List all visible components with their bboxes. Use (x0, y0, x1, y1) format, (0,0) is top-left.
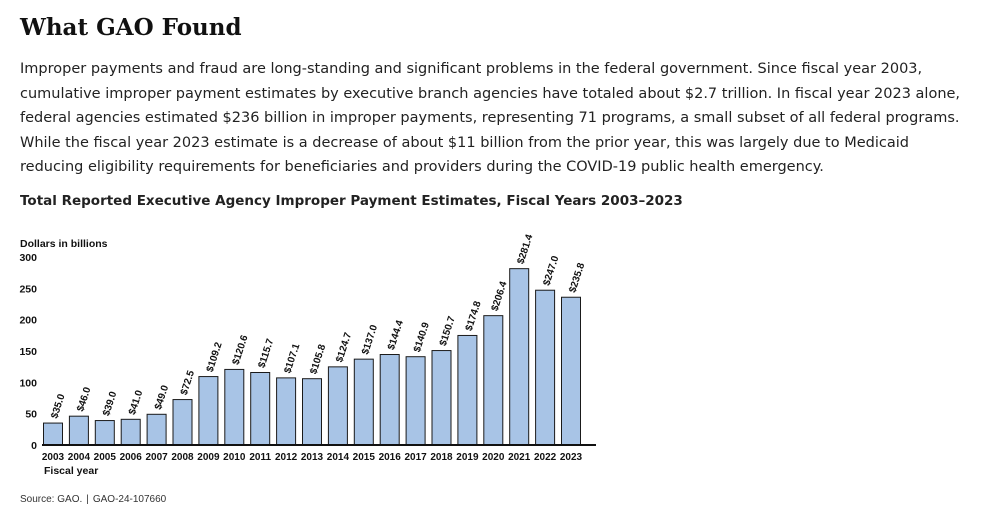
y-axis-label: Dollars in billions (20, 238, 108, 250)
bars (43, 268, 581, 446)
improper-payments-bar-chart: Dollars in billions 0 50 100 150 200 250 300 $… (19, 233, 596, 477)
bar-value-label: $72.5 (179, 369, 197, 397)
bar-value-label: $235.8 (567, 261, 587, 294)
x-tick-label: 2018 (430, 452, 453, 463)
y-axis-ticks: 0 50 100 150 200 250 300 (19, 252, 37, 452)
findings-paragraph: Improper payments and fraud are long-sta… (20, 61, 961, 175)
x-tick-label: 2023 (560, 452, 583, 463)
y-tick-label: 200 (19, 315, 37, 327)
x-tick-label: 2021 (508, 452, 531, 463)
x-tick-label: 2022 (534, 452, 557, 463)
y-tick-label: 50 (25, 409, 37, 421)
bar-value-label: $105.8 (308, 343, 328, 376)
bar-value-label: $109.2 (205, 341, 225, 374)
chart-title: Total Reported Executive Agency Improper… (20, 193, 683, 209)
bar-value-label: $247.0 (541, 254, 561, 287)
bar-2005 (94, 420, 115, 446)
bar-value-label: $39.0 (101, 390, 119, 418)
x-tick-label: 2019 (456, 452, 479, 463)
bar-2015 (353, 358, 374, 446)
bar-value-label: $174.8 (464, 299, 484, 332)
bar-2021 (509, 268, 530, 446)
x-tick-label: 2012 (275, 452, 298, 463)
bar-2006 (120, 418, 141, 446)
bar-2020 (483, 315, 504, 446)
source-separator: | (86, 494, 89, 505)
source-label: Source: GAO. (20, 494, 83, 505)
bar-value-label: $41.0 (127, 389, 145, 417)
y-tick-label: 250 (19, 283, 37, 295)
y-tick-label: 0 (31, 440, 37, 452)
bar-value-label: $206.4 (490, 280, 510, 313)
bar-2009 (198, 376, 219, 446)
x-axis-label: Fiscal year (44, 465, 98, 477)
bar-2014 (327, 366, 348, 446)
bar-value-label: $124.7 (334, 331, 354, 364)
bar-value-label: $49.0 (153, 384, 171, 412)
x-tick-label: 2020 (482, 452, 505, 463)
x-tick-label: 2004 (68, 452, 91, 463)
x-tick-label: 2010 (223, 452, 246, 463)
bar-2004 (68, 415, 89, 446)
bar-value-label: $120.6 (231, 333, 251, 366)
bar-2016 (379, 354, 400, 446)
bar-2013 (302, 378, 322, 446)
bar-value-label: $115.7 (257, 337, 277, 369)
bar-2022 (535, 289, 556, 446)
bar-2010 (224, 368, 245, 446)
y-tick-label: 100 (19, 377, 37, 389)
bar-value-label: $35.0 (49, 392, 67, 420)
bar-value-label: $150.7 (438, 315, 458, 348)
x-tick-label: 2013 (301, 452, 324, 463)
x-tick-label: 2009 (197, 452, 220, 463)
y-tick-label: 300 (19, 252, 37, 264)
bar-2017 (405, 356, 426, 446)
x-tick-label: 2003 (42, 452, 65, 463)
bar-value-label: $144.4 (386, 319, 406, 352)
x-tick-label: 2014 (327, 452, 350, 463)
bar-2003 (43, 422, 63, 446)
bar-2019 (457, 334, 478, 446)
bar-value-label: $46.0 (75, 385, 93, 413)
x-axis-ticks: 2003 2004 2005 2006 2007 2008 2009 2010 2011 2012… (42, 452, 583, 463)
bar-2023 (561, 296, 581, 446)
bar-value-label: $107.1 (282, 342, 302, 375)
x-tick-label: 2005 (94, 452, 117, 463)
section-heading: What GAO Found (20, 14, 242, 41)
bar-2012 (276, 377, 297, 446)
x-tick-label: 2006 (120, 452, 143, 463)
source-note: Source: GAO. | GAO-24-107660 (20, 494, 166, 505)
x-tick-label: 2008 (171, 452, 194, 463)
bar-2018 (431, 350, 452, 446)
bar-value-label: $281.4 (516, 233, 536, 266)
bar-value-label: $137.0 (360, 323, 380, 356)
bar-value-label: $140.9 (412, 321, 432, 354)
y-tick-label: 150 (19, 346, 37, 358)
bar-2008 (172, 399, 193, 446)
x-tick-label: 2015 (353, 452, 376, 463)
bar-2011 (250, 371, 271, 446)
x-tick-label: 2017 (404, 452, 427, 463)
report-number: GAO-24-107660 (92, 494, 167, 505)
x-tick-label: 2007 (145, 452, 168, 463)
bar-2007 (146, 413, 167, 446)
x-tick-label: 2011 (249, 452, 271, 463)
x-tick-label: 2016 (379, 452, 402, 463)
